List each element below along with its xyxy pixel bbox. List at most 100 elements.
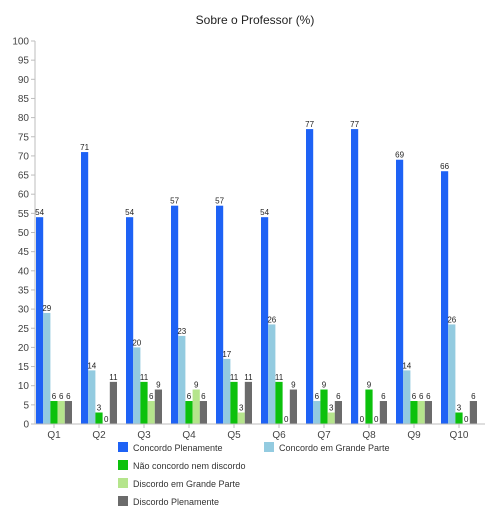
data-label: 71 xyxy=(80,143,89,152)
data-label: 11 xyxy=(140,373,149,382)
bar xyxy=(147,401,155,424)
legend-label: Não concordo nem discordo xyxy=(133,461,246,471)
y-tick-label: 70 xyxy=(18,151,30,162)
legend-swatch xyxy=(118,496,128,506)
legend-label: Concordo em Grande Parte xyxy=(279,443,390,453)
y-tick-label: 85 xyxy=(18,94,30,105)
y-tick-label: 65 xyxy=(18,171,30,182)
data-label: 6 xyxy=(419,392,424,401)
data-label: 14 xyxy=(402,361,411,370)
bar xyxy=(140,381,148,424)
bar xyxy=(403,370,411,424)
data-label: 77 xyxy=(305,120,314,129)
data-label: 3 xyxy=(329,404,334,413)
data-label: 11 xyxy=(244,373,253,382)
bar xyxy=(469,401,477,424)
legend-swatch xyxy=(118,460,128,470)
bar xyxy=(192,389,200,424)
y-tick-label: 60 xyxy=(18,190,30,201)
legend-swatch xyxy=(264,442,274,452)
data-label: 54 xyxy=(125,208,134,217)
data-label: 11 xyxy=(109,373,118,382)
data-label: 17 xyxy=(222,350,231,359)
data-label: 0 xyxy=(464,415,469,424)
data-label: 69 xyxy=(395,151,404,160)
legend-label: Discordo Plenamente xyxy=(133,497,219,507)
bar xyxy=(448,324,456,424)
bar xyxy=(133,347,141,424)
chart-title: Sobre o Professor (%) xyxy=(196,13,315,27)
y-tick-label: 80 xyxy=(18,113,30,124)
data-label: 9 xyxy=(367,381,372,390)
bar xyxy=(64,401,72,424)
data-label: 3 xyxy=(239,404,244,413)
bar xyxy=(178,335,186,424)
x-tick-label: Q1 xyxy=(47,430,61,441)
legend-label: Discordo em Grande Parte xyxy=(133,479,240,489)
data-label: 11 xyxy=(275,373,284,382)
bar xyxy=(424,401,432,424)
data-label: 54 xyxy=(35,208,44,217)
y-tick-label: 95 xyxy=(18,56,30,67)
data-label: 6 xyxy=(471,392,476,401)
bar xyxy=(417,401,425,424)
bar xyxy=(95,412,103,424)
data-label: 0 xyxy=(284,415,289,424)
x-tick-label: Q2 xyxy=(92,430,106,441)
legend-swatch xyxy=(118,478,128,488)
data-label: 9 xyxy=(291,381,296,390)
legend-swatch xyxy=(118,442,128,452)
data-label: 57 xyxy=(215,197,224,206)
bar xyxy=(57,401,65,424)
bar xyxy=(244,381,252,424)
x-tick-label: Q4 xyxy=(182,430,196,441)
x-tick-label: Q9 xyxy=(407,430,421,441)
data-label: 3 xyxy=(97,404,102,413)
data-label: 6 xyxy=(149,392,154,401)
y-tick-label: 20 xyxy=(18,343,30,354)
bar xyxy=(320,389,328,424)
y-tick-label: 45 xyxy=(18,247,30,258)
data-label: 57 xyxy=(170,197,179,206)
y-tick-label: 10 xyxy=(18,381,30,392)
y-tick-label: 90 xyxy=(18,75,30,86)
bars xyxy=(36,129,477,425)
bar xyxy=(313,401,321,424)
data-label: 20 xyxy=(132,338,141,347)
y-tick-label: 0 xyxy=(23,420,29,431)
data-label: 6 xyxy=(59,392,64,401)
x-tick-label: Q8 xyxy=(362,430,376,441)
bar xyxy=(199,401,207,424)
y-tick-label: 30 xyxy=(18,305,30,316)
data-label: 6 xyxy=(381,392,386,401)
bar xyxy=(36,217,44,424)
bar xyxy=(43,312,51,424)
data-label: 6 xyxy=(66,392,71,401)
y-tick-label: 40 xyxy=(18,266,30,277)
bar xyxy=(126,217,134,424)
bar xyxy=(441,171,449,424)
data-label: 77 xyxy=(350,120,359,129)
bar xyxy=(185,401,193,424)
bar xyxy=(88,370,96,424)
data-label: 6 xyxy=(336,392,341,401)
bar xyxy=(154,389,162,424)
data-label: 14 xyxy=(87,361,96,370)
bar xyxy=(109,381,117,424)
y-tick-label: 5 xyxy=(23,400,29,411)
bar xyxy=(81,152,89,424)
data-label: 9 xyxy=(194,381,199,390)
bar xyxy=(306,129,314,424)
x-axis: Q1 Q2 Q3 Q4 Q5 Q6 Q7 Q8 Q9 Q10 xyxy=(35,423,485,441)
y-tick-label: 50 xyxy=(18,228,30,239)
y-axis: 0 5 10 15 20 25 30 35 40 45 50 55 60 65 70 75 80 85 90 95 10… xyxy=(12,37,36,431)
data-label: 0 xyxy=(360,415,365,424)
bar xyxy=(230,381,238,424)
data-label: 0 xyxy=(374,415,379,424)
data-label: 6 xyxy=(201,392,206,401)
data-label: 0 xyxy=(104,415,109,424)
y-tick-label: 25 xyxy=(18,324,30,335)
bar xyxy=(268,324,276,424)
